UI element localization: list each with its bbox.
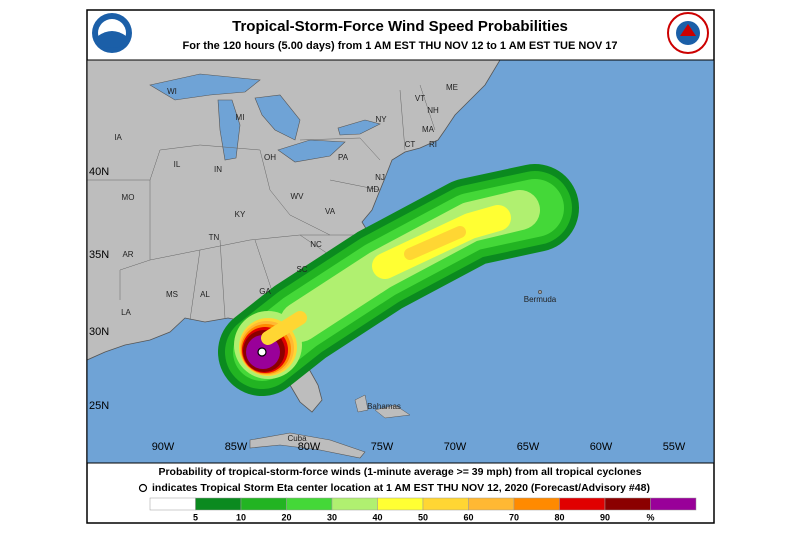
legend-label: 50 (418, 512, 428, 522)
place-label: SC (296, 265, 307, 274)
probability-swath (218, 164, 579, 396)
place-label: OH (264, 153, 276, 162)
title: Tropical-Storm-Force Wind Speed Probabil… (232, 18, 568, 35)
legend-label: 5 (193, 512, 198, 522)
cuba (249, 432, 366, 459)
legend-label: 20 (281, 512, 291, 522)
place-label: RI (429, 140, 437, 149)
center-symbol (138, 483, 148, 493)
legend-label: 60 (463, 512, 473, 522)
place-label: WV (291, 192, 305, 201)
place-label: Bermuda (524, 295, 557, 304)
legend-swatch (240, 497, 287, 511)
map-border (86, 59, 715, 464)
legend-swatch (149, 497, 196, 511)
legend-swatch (604, 497, 651, 511)
place-label: IL (174, 160, 181, 169)
longitude-label: 85W (225, 441, 248, 453)
legend-swatch (331, 497, 378, 511)
subtitle: For the 120 hours (5.00 days) from 1 AM … (183, 40, 618, 52)
place-label: LA (121, 308, 131, 317)
legend-label: 70 (509, 512, 519, 522)
legend-label: 90 (600, 512, 610, 522)
great-lakes (149, 73, 381, 163)
longitude-label: 90W (152, 441, 175, 453)
place-label: IN (214, 165, 222, 174)
place-label: KY (235, 210, 246, 219)
legend-label: 30 (327, 512, 337, 522)
legend-swatch (559, 497, 606, 511)
bermuda-island (538, 290, 542, 294)
latitude-label: 30N (89, 326, 109, 338)
legend-swatch (377, 497, 424, 511)
place-label: MS (166, 290, 178, 299)
place-label: ME (446, 83, 458, 92)
place-label: VT (415, 94, 425, 103)
footer-line2: indicates Tropical Storm Eta center loca… (152, 482, 650, 494)
legend-swatch (286, 497, 333, 511)
legend-swatch (422, 497, 469, 511)
place-label: NJ (375, 173, 385, 182)
storm-center (257, 347, 267, 357)
longitude-label: 65W (517, 441, 540, 453)
legend-swatch (513, 497, 560, 511)
longitude-label: 75W (371, 441, 394, 453)
place-label: MI (236, 113, 245, 122)
nws-logo (667, 12, 709, 54)
place-label: Bahamas (367, 402, 401, 411)
place-label: AL (200, 290, 210, 299)
legend: 5 10 20 30 40 50 60 70 80 90% (149, 497, 697, 522)
legend-label: 10 (236, 512, 246, 522)
place-label: GA (259, 287, 271, 296)
latitude-label: 25N (89, 400, 109, 412)
place-label: MA (422, 125, 435, 134)
swath-band (261, 311, 307, 345)
place-label: VA (325, 207, 336, 216)
place-label: TN (209, 233, 220, 242)
place-label: NC (310, 240, 322, 249)
legend-label: 80 (554, 512, 564, 522)
latitude-label: 40N (89, 166, 109, 178)
place-label: PA (338, 153, 349, 162)
swath-band (404, 226, 466, 260)
state-borders (87, 84, 436, 321)
longitude-label: 55W (663, 441, 686, 453)
footer-line1: Probability of tropical-storm-force wind… (158, 466, 641, 478)
place-label: Cuba (287, 434, 307, 443)
legend-label: % (646, 512, 654, 522)
place-label: CT (405, 140, 416, 149)
place-label: WI (167, 87, 177, 96)
legend-label: 40 (372, 512, 382, 522)
longitude-label: 80W (298, 441, 321, 453)
place-label: MD (367, 185, 380, 194)
legend-swatch (468, 497, 515, 511)
place-label: NY (375, 115, 387, 124)
noaa-logo (92, 13, 132, 53)
legend-swatch (650, 497, 697, 511)
longitude-label: 70W (444, 441, 467, 453)
place-label: NH (427, 106, 439, 115)
bahamas (354, 394, 411, 419)
latitude-label: 35N (89, 249, 109, 261)
place-label: AR (122, 250, 133, 259)
place-label: MO (122, 193, 135, 202)
longitude-label: 60W (590, 441, 613, 453)
place-label: IA (114, 133, 122, 142)
legend-swatch (195, 497, 242, 511)
